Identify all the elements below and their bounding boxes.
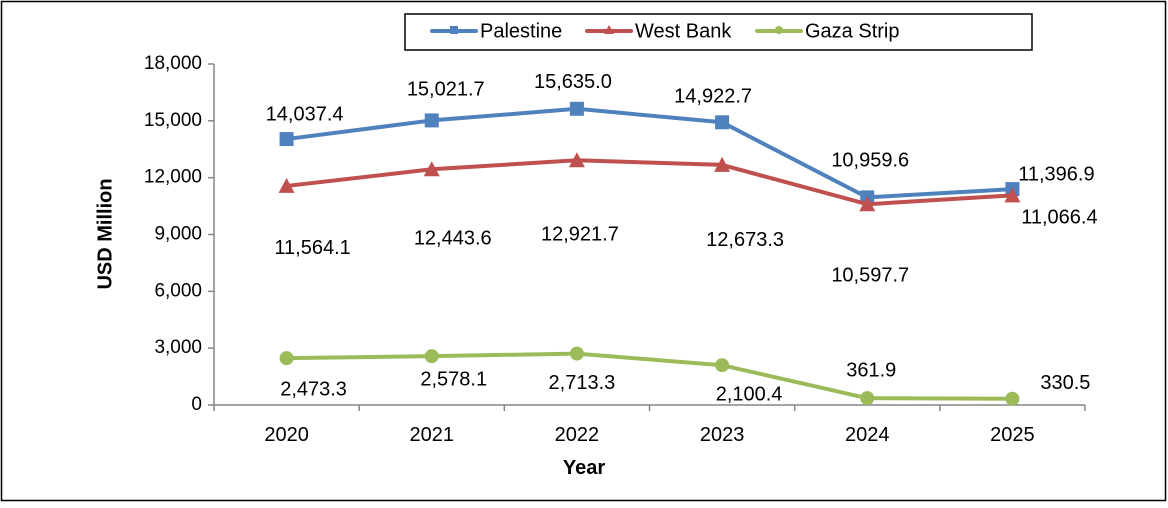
data-label-gaza-strip: 2,100.4 <box>716 383 783 405</box>
legend-box <box>404 13 1033 51</box>
series-line-gaza-strip <box>286 351 1013 401</box>
data-label-palestine: 15,021.7 <box>407 79 485 101</box>
y-tick-label: 6,000 <box>154 280 202 301</box>
x-tick-label: 2025 <box>990 424 1035 446</box>
data-point-gaza-strip <box>569 346 584 361</box>
data-label-gaza-strip: 361.9 <box>846 359 896 381</box>
x-tick-label: 2021 <box>410 424 455 446</box>
x-tick-label: 2022 <box>555 424 600 446</box>
data-point-west-bank <box>1004 187 1021 203</box>
series-west-bank: 11,564.1 12,443.6 12,921.7 12,673.3 10,597.7… <box>274 152 1098 287</box>
data-label-gaza-strip: 2,578.1 <box>420 368 487 390</box>
x-tick-label: 2024 <box>845 424 890 446</box>
legend-label-gaza-strip: Gaza Strip <box>805 20 899 42</box>
data-label-west-bank: 12,921.7 <box>541 223 619 245</box>
data-label-gaza-strip: 2,713.3 <box>549 372 616 394</box>
series-line-west-bank <box>286 158 1013 207</box>
data-label-palestine: 15,635.0 <box>534 71 612 93</box>
data-point-west-bank <box>568 152 585 168</box>
data-label-palestine: 14,922.7 <box>674 86 752 108</box>
y-tick-label: 0 <box>191 394 202 415</box>
data-point-palestine <box>279 132 294 147</box>
x-tick-label: 2020 <box>264 424 309 446</box>
legend-label-palestine: Palestine <box>480 20 562 42</box>
data-point-gaza-strip <box>279 351 294 366</box>
series-line-palestine <box>286 106 1013 200</box>
legend-marker-west-bank <box>604 25 614 34</box>
data-point-west-bank <box>423 161 440 177</box>
data-point-gaza-strip <box>715 358 730 373</box>
data-label-palestine: 11,396.9 <box>1018 163 1094 185</box>
y-tick-label: 9,000 <box>154 224 202 245</box>
data-label-west-bank: 10,597.7 <box>831 265 909 287</box>
data-label-west-bank: 12,443.6 <box>414 228 492 250</box>
data-point-west-bank <box>859 196 876 212</box>
series-palestine: 14,037.4 15,021.7 15,635.0 14,922.7 10,959.6… <box>266 71 1095 205</box>
data-point-palestine <box>424 113 439 128</box>
data-point-palestine <box>569 101 584 116</box>
data-label-west-bank: 11,564.1 <box>274 237 350 259</box>
legend-marker-palestine <box>450 26 458 34</box>
data-point-palestine <box>715 115 730 130</box>
data-point-west-bank <box>278 177 295 193</box>
legend-label-west-bank: West Bank <box>635 20 732 42</box>
data-label-west-bank: 12,673.3 <box>706 229 784 251</box>
y-tick-label: 3,000 <box>154 337 202 358</box>
x-axis-title: Year <box>563 457 605 479</box>
data-point-gaza-strip <box>860 391 875 406</box>
data-point-gaza-strip <box>424 349 439 364</box>
series-gaza-strip: 2,473.3 2,578.1 2,713.3 2,100.4 361.9 330.5 <box>279 346 1090 406</box>
data-label-gaza-strip: 330.5 <box>1040 372 1090 394</box>
legend-item-gaza-strip: Gaza Strip <box>755 20 899 42</box>
data-label-palestine: 10,959.6 <box>831 150 909 172</box>
legend-item-west-bank: West Bank <box>585 20 732 42</box>
data-point-gaza-strip <box>1005 391 1020 406</box>
legend-marker-gaza-strip <box>775 26 783 34</box>
data-label-gaza-strip: 2,473.3 <box>280 378 347 400</box>
data-point-west-bank <box>714 156 731 172</box>
data-label-west-bank: 11,066.4 <box>1021 207 1097 229</box>
x-tick-label: 2023 <box>700 424 745 446</box>
y-axis-title: USD Million <box>94 178 116 289</box>
y-tick-label: 12,000 <box>144 167 202 188</box>
y-tick-label: 15,000 <box>144 110 202 131</box>
legend-item-palestine: Palestine <box>430 20 562 42</box>
data-label-palestine: 14,037.4 <box>266 103 344 125</box>
y-tick-label: 18,000 <box>144 53 202 74</box>
